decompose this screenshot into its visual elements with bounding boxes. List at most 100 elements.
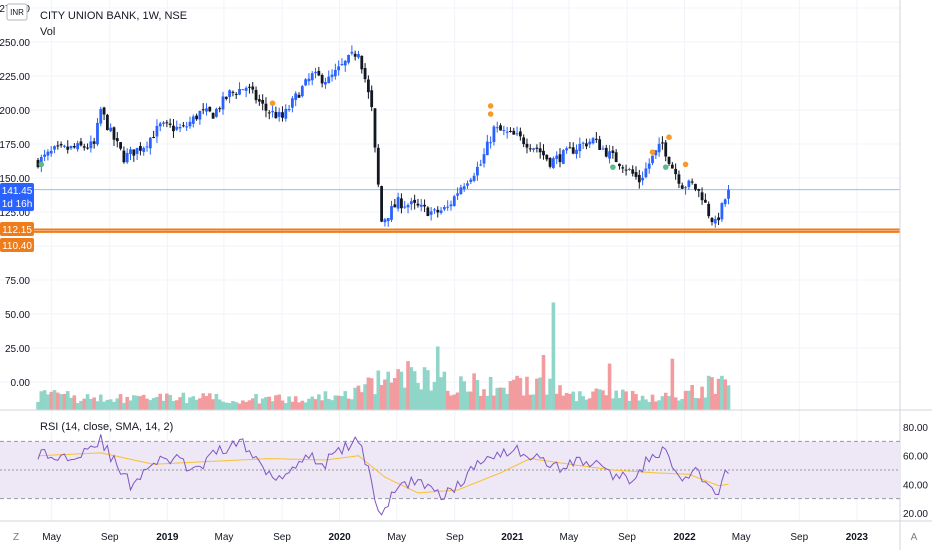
candle-body xyxy=(509,130,512,132)
auto-scale-left-button[interactable]: Z xyxy=(13,532,19,543)
candle-body xyxy=(667,156,671,164)
candle-body xyxy=(152,136,156,138)
time-tick-label: 2023 xyxy=(846,532,869,543)
rsi-label[interactable]: RSI (14, close, SMA, 14, 2) xyxy=(40,421,173,433)
volume-bar xyxy=(703,397,708,410)
candle-body xyxy=(363,68,367,80)
candle-body xyxy=(575,149,578,155)
volume-bar xyxy=(49,391,54,410)
candle-body xyxy=(168,123,172,125)
time-tick-label: 2020 xyxy=(328,532,351,543)
volume-bar xyxy=(168,394,172,410)
volume-bar xyxy=(283,403,288,410)
candle-body xyxy=(552,158,555,168)
rsi-guide-lines xyxy=(0,440,900,500)
volume-bar xyxy=(260,398,265,410)
volume-bar xyxy=(373,394,377,410)
time-tick-label: 2022 xyxy=(673,532,696,543)
candle-body xyxy=(456,193,459,196)
volume-bar xyxy=(85,394,90,410)
candle-body xyxy=(661,142,664,144)
candle-body xyxy=(82,146,86,148)
candle-body xyxy=(727,189,730,199)
volume-bar xyxy=(46,394,50,410)
rsi-tick-label: 60.00 xyxy=(903,452,928,463)
volume-label[interactable]: Vol xyxy=(40,26,55,38)
candle-body xyxy=(66,146,70,150)
volume-bar xyxy=(472,373,476,410)
candle-body xyxy=(409,201,413,205)
volume-bar xyxy=(376,370,381,410)
volume-bar xyxy=(346,398,351,410)
candle-body xyxy=(148,137,152,149)
volume-bar xyxy=(39,391,44,410)
candle-body xyxy=(343,60,347,66)
volume-bar xyxy=(644,399,648,410)
volume-bar xyxy=(657,400,661,410)
candle-body xyxy=(307,78,311,82)
volume-bar xyxy=(293,396,298,410)
candle-body xyxy=(294,93,298,100)
candle-body xyxy=(271,110,274,113)
volume-bar xyxy=(584,399,589,410)
candle-body xyxy=(479,164,483,166)
time-axis-ticks[interactable]: May Sep 2019 May Sep 2020 May Sep 2021 May Sep 2022… xyxy=(42,532,868,543)
volume-bar xyxy=(171,401,176,410)
candle-body xyxy=(429,211,433,215)
candle-body xyxy=(244,87,248,91)
currency-badge[interactable]: INR xyxy=(6,3,28,21)
candle-body xyxy=(119,142,122,149)
volume-bar xyxy=(587,398,592,410)
volume-bar xyxy=(320,400,324,410)
candle-body xyxy=(433,209,436,211)
candle-body xyxy=(211,112,215,119)
candle-body xyxy=(264,103,268,111)
volume-bar xyxy=(399,371,404,410)
volume-bar xyxy=(488,376,493,410)
event-marker xyxy=(487,111,494,117)
rsi-axis-ticks[interactable]: 80.00 60.00 40.00 20.00 xyxy=(903,423,928,520)
volume-bar xyxy=(416,382,420,410)
volume-bar xyxy=(402,387,407,410)
event-marker xyxy=(682,161,689,168)
candle-body xyxy=(703,199,707,203)
candle-body xyxy=(139,146,142,151)
volume-bar xyxy=(89,398,93,410)
volume-bar xyxy=(386,371,391,410)
candle-body xyxy=(373,108,377,148)
candle-body xyxy=(185,126,189,128)
volume-bar xyxy=(118,394,123,410)
volume-bar xyxy=(670,358,675,410)
candle-body xyxy=(396,197,400,209)
volume-bar xyxy=(538,377,542,410)
volume-bar xyxy=(237,403,242,410)
volume-bar xyxy=(650,394,655,410)
support-lines xyxy=(0,228,900,233)
candle-body xyxy=(489,142,493,144)
candle-body xyxy=(687,180,691,187)
event-marker xyxy=(649,149,656,155)
time-tick-label: Sep xyxy=(273,532,291,543)
candle-body xyxy=(555,155,559,160)
symbol-title[interactable]: CITY UNION BANK, 1W, NSE xyxy=(40,10,187,22)
volume-bar xyxy=(634,394,638,410)
auto-scale-right-button[interactable]: A xyxy=(911,532,918,543)
candle-body xyxy=(360,55,364,70)
candle-body xyxy=(476,166,479,176)
candle-body xyxy=(472,175,476,181)
time-tick-label: Sep xyxy=(446,532,464,543)
candlesticks[interactable] xyxy=(36,45,730,228)
volume-bar xyxy=(511,379,516,410)
candle-body xyxy=(700,192,704,201)
candle-body xyxy=(647,163,651,169)
volume-bar xyxy=(637,400,642,410)
candle-body xyxy=(178,127,182,129)
volume-bar xyxy=(204,395,209,410)
volume-bar xyxy=(640,395,645,410)
volume-bar xyxy=(241,400,245,410)
volume-bar xyxy=(128,400,133,410)
volume-bar xyxy=(521,395,526,410)
volume-bar xyxy=(165,393,169,410)
volume-bar xyxy=(680,398,685,410)
candle-body xyxy=(357,54,360,58)
